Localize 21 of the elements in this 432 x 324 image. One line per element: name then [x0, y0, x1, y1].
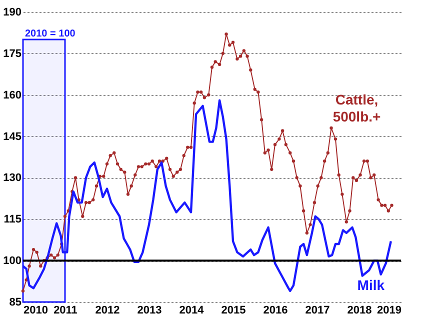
x-tick-label: 2019	[377, 304, 402, 316]
y-tick-label: 190	[3, 6, 22, 18]
y-tick-label: 160	[3, 89, 22, 102]
y-tick-label: 145	[3, 130, 22, 143]
y-tick-label: 175	[3, 48, 22, 60]
x-tick-label: 2013	[137, 304, 162, 316]
band-label: 2010 = 100	[25, 28, 76, 40]
y-tick-label: 115	[4, 214, 22, 226]
series-label: Cattle, 500lb.+	[332, 91, 381, 124]
x-tick-label: 2017	[305, 304, 330, 316]
x-tick-label: 2015	[221, 304, 246, 316]
x-tick-label: 2014	[179, 304, 205, 316]
x-tick-label: 2011	[54, 304, 78, 316]
y-tick-label: 85	[9, 296, 22, 308]
y-tick-label: 100	[3, 255, 22, 268]
series-label: Milk	[357, 277, 385, 294]
x-tick-label: 2016	[263, 304, 288, 316]
x-tick-label: 2018	[347, 304, 372, 316]
x-tick-label: 2010	[24, 304, 48, 316]
y-tick-label: 130	[3, 172, 22, 184]
x-tick-label: 2012	[95, 304, 120, 316]
